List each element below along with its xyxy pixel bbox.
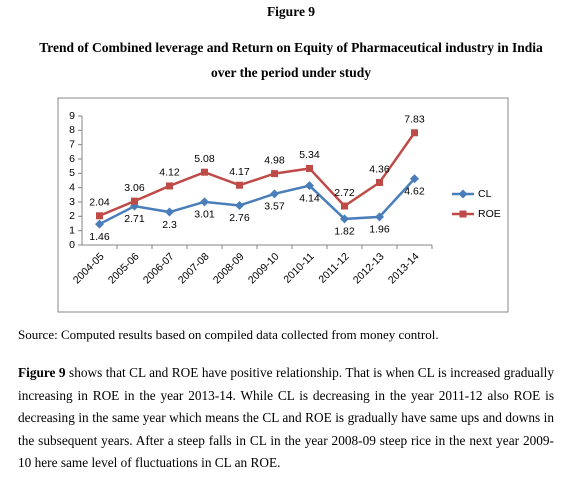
series-line xyxy=(99,132,416,217)
y-tick-label: 7 xyxy=(69,138,75,150)
y-tick-label: 1 xyxy=(69,224,75,236)
y-tick-label: 0 xyxy=(69,239,75,251)
source: Source: Computed results based on compil… xyxy=(18,327,439,342)
y-tick-label: 5 xyxy=(69,167,75,179)
paragraph-text: shows that CL and ROE have positive rela… xyxy=(18,365,554,470)
data-point xyxy=(305,181,314,191)
data-point xyxy=(235,200,244,210)
data-label: 2.3 xyxy=(162,219,177,231)
data-point xyxy=(340,214,349,224)
data-label: 2.04 xyxy=(89,197,110,209)
data-point xyxy=(96,212,103,220)
series-line xyxy=(98,177,416,226)
data-label: 5.34 xyxy=(299,149,320,161)
figure-label: Figure 9 xyxy=(266,4,316,19)
data-label: 4.14 xyxy=(299,192,320,204)
data-point xyxy=(306,164,313,172)
data-label: 3.01 xyxy=(194,209,215,221)
data-label: 3.57 xyxy=(264,201,285,213)
figure-title-line: over the period under study xyxy=(210,65,372,80)
legend-label: ROE xyxy=(478,208,501,220)
data-label: 3.06 xyxy=(124,182,145,194)
data-point xyxy=(200,197,209,207)
data-point xyxy=(411,129,418,137)
legend-marker xyxy=(459,210,467,218)
data-point xyxy=(376,179,383,187)
y-tick-label: 8 xyxy=(69,124,75,136)
y-tick-label: 9 xyxy=(69,110,75,122)
data-label: 4.98 xyxy=(264,154,285,166)
data-label: 1.82 xyxy=(334,226,355,238)
data-point xyxy=(271,170,278,178)
y-tick-label: 2 xyxy=(69,210,75,222)
data-label: 4.36 xyxy=(369,163,390,175)
data-point xyxy=(375,212,384,222)
data-point xyxy=(270,189,279,199)
data-label: 1.46 xyxy=(89,231,110,243)
data-label: 4.62 xyxy=(404,186,425,198)
y-tick-label: 3 xyxy=(69,196,75,208)
data-point xyxy=(201,168,208,176)
data-point xyxy=(236,181,243,189)
legend-label: CL xyxy=(478,188,492,200)
data-label: 1.96 xyxy=(369,224,390,236)
y-tick-label: 6 xyxy=(69,153,75,165)
figure-title-line: Trend of Combined leverage and Return on… xyxy=(39,40,543,55)
data-label: 4.17 xyxy=(229,166,250,178)
paragraph-lead: Figure 9 xyxy=(18,365,66,380)
data-label: 5.08 xyxy=(194,153,215,165)
data-label: 2.76 xyxy=(229,212,250,224)
data-point xyxy=(410,174,419,184)
data-point xyxy=(95,219,104,229)
data-point xyxy=(165,207,174,217)
legend-marker xyxy=(458,189,468,199)
data-label: 2.72 xyxy=(334,187,355,199)
data-point xyxy=(341,202,348,210)
data-label: 4.12 xyxy=(159,167,180,179)
paragraph: Figure 9 shows that CL and ROE have posi… xyxy=(18,362,554,475)
data-point xyxy=(131,197,138,205)
y-tick-label: 4 xyxy=(69,181,75,193)
data-label: 2.71 xyxy=(124,213,145,225)
data-label: 7.83 xyxy=(404,114,425,126)
data-point xyxy=(166,182,173,190)
